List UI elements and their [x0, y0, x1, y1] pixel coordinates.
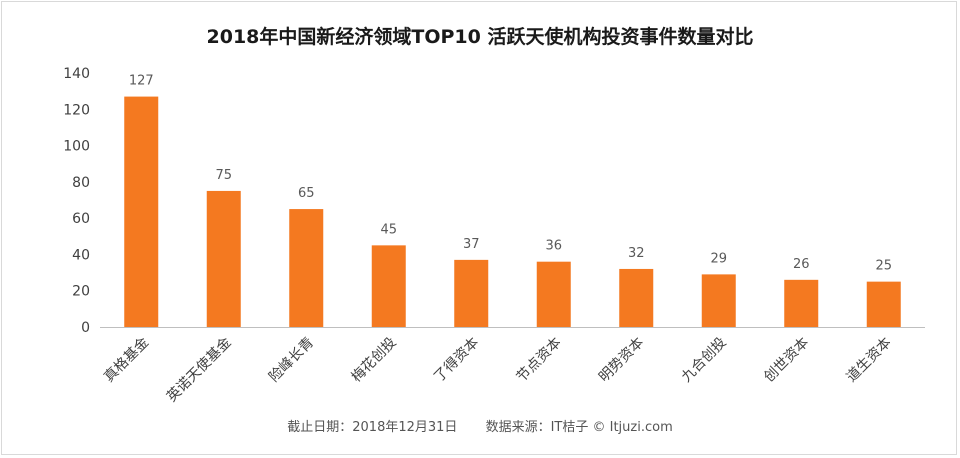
x-category-label: 了得资本: [430, 334, 482, 386]
y-tick-label: 140: [63, 66, 90, 82]
data-label: 45: [380, 222, 397, 237]
data-label: 26: [793, 257, 810, 272]
y-tick-label: 80: [72, 175, 90, 191]
x-category-label: 九合创投: [679, 335, 730, 386]
bar: [784, 279, 819, 327]
bars-group: [124, 96, 901, 327]
x-axis-categories: 真格基金 英诺天使基金 险峰长青 梅花创投 了得资本 节点资本 明势资本 九合创投 创世资本 道生…: [100, 334, 894, 405]
y-tick-label: 60: [72, 211, 90, 227]
data-label: 37: [463, 237, 480, 252]
y-axis-ticks: 0 20 40 60 80 100 120 140: [63, 66, 90, 336]
footer-source: 数据来源：IT桔子 © Itjuzi.com: [485, 420, 673, 435]
x-category-label: 真格基金: [100, 334, 152, 386]
x-category-label: 明势资本: [596, 335, 647, 386]
x-category-label: 道生资本: [844, 335, 895, 386]
x-category-label: 险峰长青: [266, 335, 317, 386]
x-category-label: 梅花创投: [349, 335, 400, 386]
y-tick-label: 100: [63, 139, 90, 155]
bar: [701, 274, 736, 327]
data-label: 29: [710, 251, 727, 266]
bar: [454, 259, 489, 327]
bar: [206, 190, 241, 327]
bar: [289, 209, 324, 327]
x-category-label: 创世资本: [761, 335, 812, 386]
data-label: 65: [298, 186, 315, 201]
chart-footer: 截止日期：2018年12月31日 数据来源：IT桔子 © Itjuzi.com: [0, 416, 960, 435]
data-label: 75: [215, 168, 232, 183]
data-labels-group: 127 75 65 45 37 36 32 29 26 25: [129, 74, 892, 274]
x-category-label: 节点资本: [514, 335, 565, 386]
y-tick-label: 40: [72, 247, 90, 263]
data-label: 32: [628, 246, 645, 261]
data-label: 127: [129, 74, 154, 89]
y-tick-label: 20: [72, 284, 90, 300]
bar: [536, 261, 571, 327]
y-tick-label: 0: [81, 320, 90, 336]
bar: [371, 245, 406, 327]
x-category-label: 英诺天使基金: [163, 334, 234, 405]
bar: [866, 281, 901, 327]
data-label: 25: [875, 259, 892, 274]
footer-date: 截止日期：2018年12月31日: [287, 420, 458, 435]
bar: [124, 96, 159, 327]
data-label: 36: [545, 239, 562, 254]
chart-title: 2018年中国新经济领域TOP10 活跃天使机构投资事件数量对比: [206, 26, 754, 48]
bar: [619, 268, 654, 327]
y-tick-label: 120: [63, 102, 90, 118]
